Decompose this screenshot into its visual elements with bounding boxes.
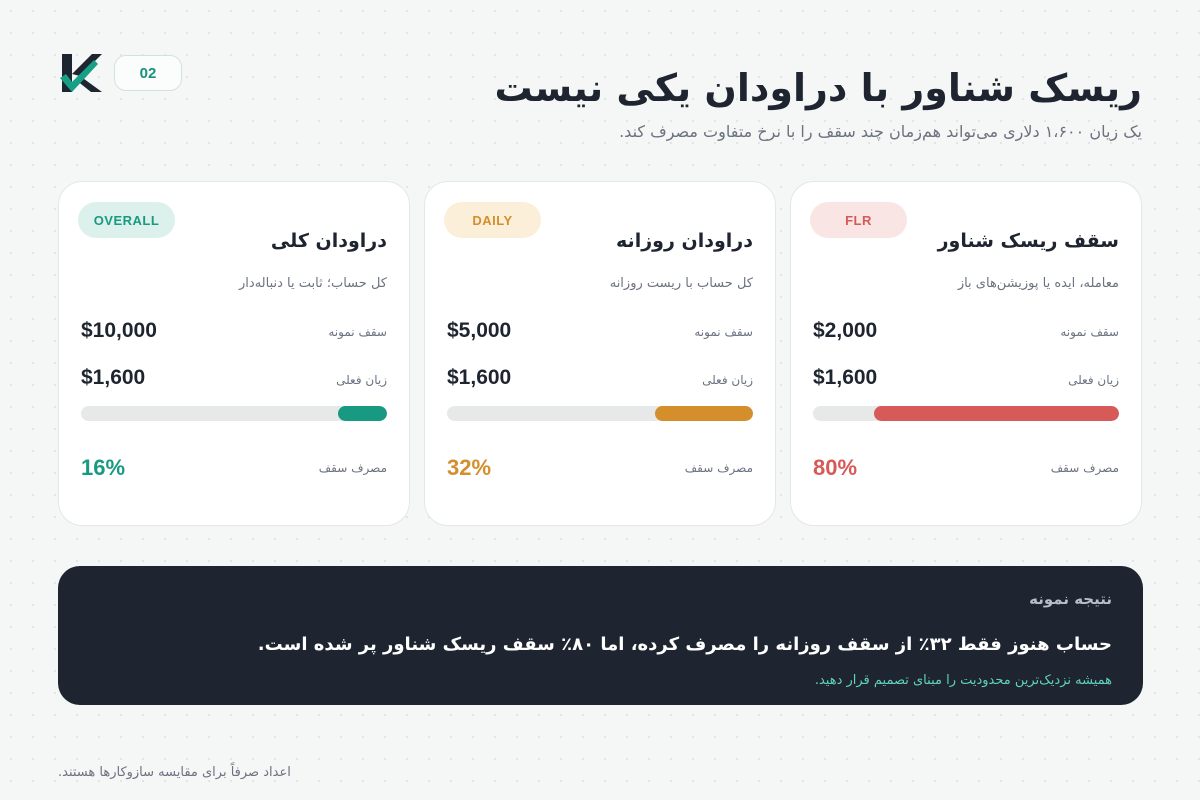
card-title: سقف ریسک شناور <box>937 230 1119 252</box>
usage-progress-fill <box>655 406 753 421</box>
page-title: ریسک شناور با دراودان یکی نیست <box>494 66 1142 110</box>
usage-progress-fill <box>874 406 1119 421</box>
usage-percent: 80% <box>813 455 858 480</box>
loss-label: زیان فعلی <box>336 373 387 387</box>
loss-label: زیان فعلی <box>702 373 753 387</box>
card-badge: OVERALL <box>78 202 175 238</box>
page-number-badge: 02 <box>114 55 182 91</box>
usage-percent: 32% <box>447 455 492 480</box>
card-description: معامله، ایده یا پوزیشن‌های باز <box>957 276 1119 291</box>
k-check-logo-icon <box>58 52 102 94</box>
usage-progress-fill <box>338 406 387 421</box>
floating-risk-card: FLR سقف ریسک شناور معامله، ایده یا پوزیش… <box>790 181 1142 526</box>
cap-value: $10,000 <box>81 319 157 342</box>
card-description: کل حساب با ریست روزانه <box>609 276 753 291</box>
usage-label: مصرف سقف <box>684 461 753 475</box>
daily-drawdown-card: DAILY دراودان روزانه کل حساب با ریست روز… <box>424 181 776 526</box>
result-statement: حساب هنوز فقط ۳۲٪ از سقف روزانه را مصرف … <box>257 634 1112 655</box>
usage-progress-bar <box>81 406 387 421</box>
usage-label: مصرف سقف <box>318 461 387 475</box>
card-title: دراودان روزانه <box>616 230 753 252</box>
usage-percent: 16% <box>81 455 126 480</box>
footnote: اعداد صرفاً برای مقایسه سازوکارها هستند. <box>58 765 291 780</box>
card-title: دراودان کلی <box>270 230 387 252</box>
loss-value: $1,600 <box>447 366 512 389</box>
sample-result-panel: نتیجه نمونه حساب هنوز فقط ۳۲٪ از سقف روز… <box>58 566 1143 705</box>
result-note: همیشه نزدیک‌ترین محدودیت را مبنای تصمیم … <box>814 673 1112 688</box>
loss-value: $1,600 <box>813 366 878 389</box>
loss-label: زیان فعلی <box>1068 373 1119 387</box>
cap-value: $5,000 <box>447 319 512 342</box>
usage-progress-bar <box>813 406 1119 421</box>
card-description: کل حساب؛ ثابت یا دنباله‌دار <box>239 276 387 291</box>
cap-label: سقف نمونه <box>1060 325 1119 339</box>
cap-label: سقف نمونه <box>328 325 387 339</box>
overall-drawdown-card: OVERALL دراودان کلی کل حساب؛ ثابت یا دنب… <box>58 181 410 526</box>
cap-label: سقف نمونه <box>694 325 753 339</box>
usage-progress-bar <box>447 406 753 421</box>
card-badge: DAILY <box>444 202 541 238</box>
result-heading: نتیجه نمونه <box>1029 590 1112 608</box>
usage-label: مصرف سقف <box>1050 461 1119 475</box>
page-subtitle: یک زیان ۱،۶۰۰ دلاری می‌تواند هم‌زمان چند… <box>619 122 1142 141</box>
loss-value: $1,600 <box>81 366 146 389</box>
cap-value: $2,000 <box>813 319 878 342</box>
card-badge: FLR <box>810 202 907 238</box>
